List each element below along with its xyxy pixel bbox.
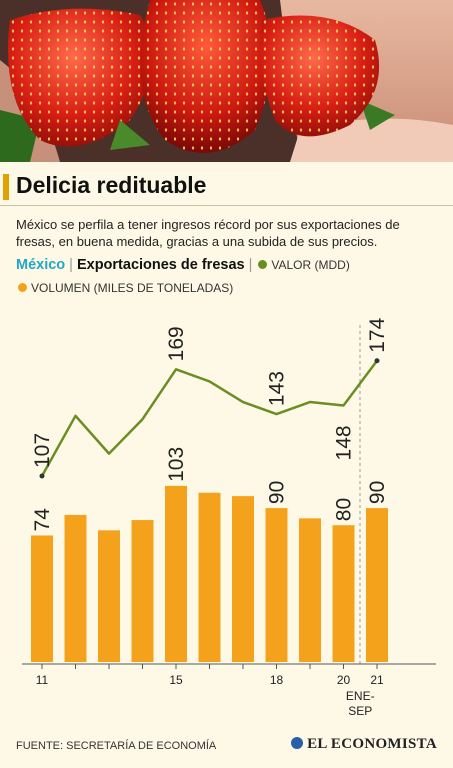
bar-value-label: 80 <box>333 498 356 521</box>
bar-volume-2020 <box>332 525 355 662</box>
line-value-label: 174 <box>366 317 389 352</box>
title-row: Delicia redituable <box>0 170 453 204</box>
x-tick-label: 20 <box>337 673 351 687</box>
line-value-label: 169 <box>165 326 188 361</box>
brand-logo-icon <box>291 737 304 750</box>
bar-volume-2013 <box>98 530 120 662</box>
bar-volume-2018 <box>265 508 288 662</box>
chart-subtitle: México se perfila a tener ingresos récor… <box>16 217 400 249</box>
legend-separator: | <box>69 257 73 273</box>
bar-volume-2019 <box>299 518 321 662</box>
bar-volume-2015 <box>165 485 187 662</box>
line-end-point <box>374 358 380 364</box>
x-tick-label: 21 <box>370 673 384 687</box>
line-value-label: 148 <box>333 425 356 460</box>
line-series-marker-icon <box>258 259 268 269</box>
title-accent-bar <box>3 174 9 200</box>
legend-subject: Exportaciones de fresas <box>76 257 245 273</box>
bar-value-label: 90 <box>366 481 389 504</box>
line-value-label: 143 <box>266 371 289 406</box>
legend-row-2: VOLUMEN (MILES DE TONELADAS) <box>16 281 233 295</box>
bar-series-marker-icon <box>18 283 27 293</box>
bar-volume-2021 <box>366 508 388 662</box>
legend-separator: | <box>248 257 253 273</box>
line-end-point <box>39 473 45 479</box>
chart-title: Delicia redituable <box>16 172 207 198</box>
x-period-note: ENE- <box>346 689 375 703</box>
legend-row-1: México | Exportaciones de fresas | VALOR (MD… <box>16 257 350 273</box>
legend-bar-series: VOLUMEN (MILES DE TONELADAS) <box>31 281 234 295</box>
legend-line-series: VALOR (MDD) <box>271 258 350 272</box>
bar-value-label: 103 <box>165 447 188 482</box>
line-valor-series <box>40 360 379 477</box>
bar-volume-2014 <box>131 520 154 662</box>
strawberry-photo <box>0 0 453 162</box>
legend-country: México <box>16 257 66 273</box>
x-tick-label: 15 <box>169 673 183 687</box>
brand-name: EL ECONOMISTA <box>307 736 437 752</box>
bar-volume-2017 <box>232 496 254 662</box>
bar-volume-2016 <box>198 492 221 662</box>
x-period-note: SEP <box>348 704 372 718</box>
bar-value-label: 90 <box>266 481 289 504</box>
bar-volume-2011 <box>31 535 53 662</box>
brand-logo: EL ECONOMISTA <box>291 736 437 753</box>
source-note: FUENTE: SECRETARÍA DE ECONOMÍA <box>16 740 217 752</box>
title-divider <box>0 205 453 206</box>
x-tick-label: 18 <box>270 673 284 687</box>
bar-volume-2012 <box>64 514 87 662</box>
bar-value-label: 74 <box>31 508 54 532</box>
x-tick-label: 11 <box>36 673 49 687</box>
line-value-label: 107 <box>31 433 54 468</box>
